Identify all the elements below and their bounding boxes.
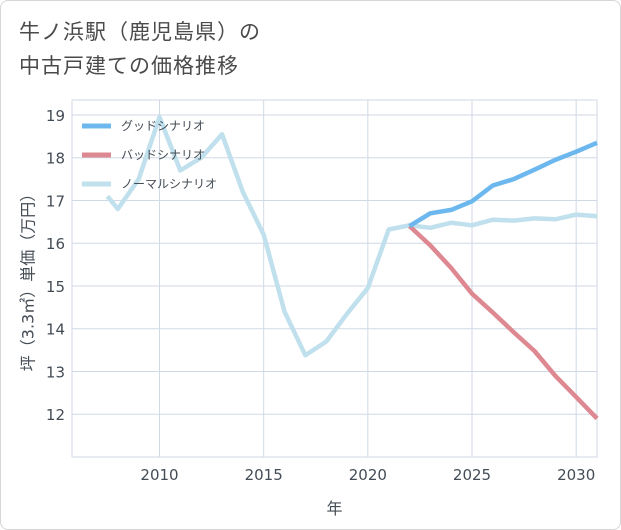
y-tick-label: 18 [46, 150, 65, 168]
chart-title-line-2: 中古戸建ての価格推移 [19, 54, 239, 78]
legend-bad: バッドシナリオ [82, 148, 205, 162]
x-axis-label: 年 [326, 499, 342, 518]
y-tick-label: 19 [46, 107, 65, 125]
y-tick-label: 13 [46, 363, 65, 381]
x-tick-label: 2025 [453, 466, 491, 484]
legend-label: ノーマルシナリオ [121, 177, 217, 191]
plot-frame [71, 99, 598, 458]
legend-label: バッドシナリオ [121, 148, 205, 162]
good-scenario-line [408, 140, 598, 229]
x-tick-label: 2020 [349, 466, 387, 484]
x-tick-label: 2010 [140, 466, 178, 484]
y-tick-label: 16 [46, 235, 65, 253]
y-tick-label: 14 [46, 321, 65, 339]
legend-good: グッドシナリオ [82, 119, 205, 133]
series-layer [105, 114, 599, 421]
x-tick-label: 2015 [245, 466, 283, 484]
y-tick-label: 15 [46, 278, 65, 296]
legend-label: グッドシナリオ [121, 119, 205, 133]
normal-scenario-line [105, 114, 598, 358]
chart-title-line-1: 牛ノ浜駅（鹿児島県）の [19, 20, 261, 44]
y-axis-label: 坪（3.3㎡）単価（万円） [19, 186, 38, 371]
y-tick-label: 12 [46, 406, 65, 424]
axes: 2010 2015 2020 2025 2030 12 13 14 15 16 17 18 19 [46, 107, 595, 484]
grid-lines [71, 99, 598, 458]
chart-title: 牛ノ浜駅（鹿児島県）の 中古戸建ての価格推移 [19, 15, 419, 83]
bad-scenario-line [407, 224, 599, 421]
x-tick-label: 2030 [557, 466, 595, 484]
legend-normal: ノーマルシナリオ [82, 177, 217, 191]
y-tick-label: 17 [46, 192, 65, 210]
